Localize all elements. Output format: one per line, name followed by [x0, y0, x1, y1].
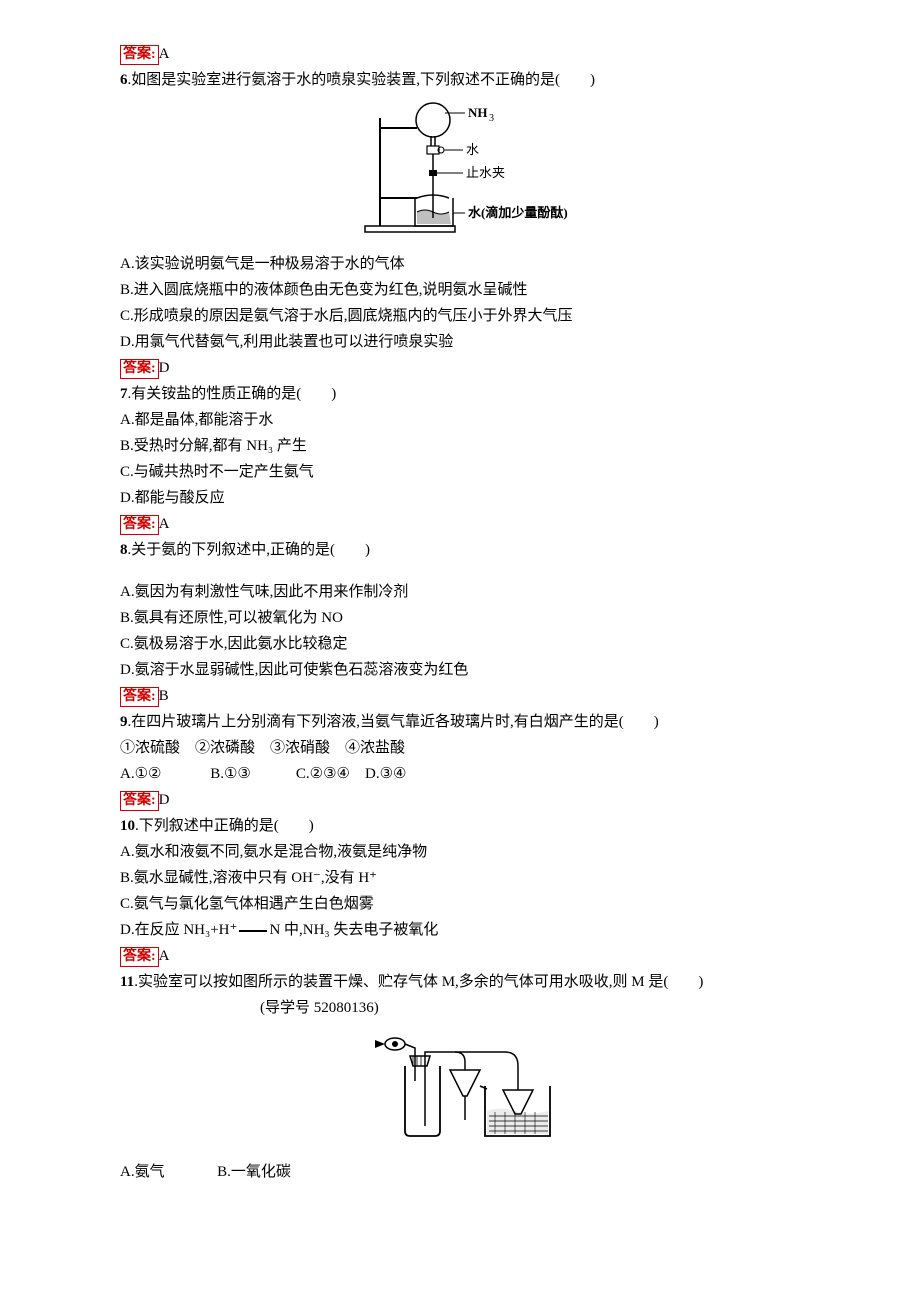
q11-guide: (导学号 52080136) [120, 996, 810, 1020]
q7-stem: 有关铵盐的性质正确的是( ) [131, 386, 336, 402]
q10-optC: C.氨气与氯化氢气体相遇产生白色烟雾 [120, 892, 810, 916]
answer-label: 答案: [120, 359, 159, 379]
svg-text:3: 3 [489, 113, 494, 124]
answer-label: 答案: [120, 947, 159, 967]
q6-number: 6 [120, 72, 128, 88]
q7-answer: A [159, 516, 170, 532]
q7-stem-line: 7.有关铵盐的性质正确的是( ) [120, 382, 810, 406]
q6-answer: D [159, 360, 170, 376]
q9-answer-line: 答案:D [120, 788, 810, 812]
q9-optD: D.③④ [365, 766, 406, 782]
q10-optD-pre: D.在反应 NH₃+H⁺ [120, 922, 237, 938]
q8-optA: A.氨因为有刺激性气味,因此不用来作制冷剂 [120, 580, 810, 604]
q11-stem: 实验室可以按如图所示的装置干燥、贮存气体 M,多余的气体可用水吸收,则 M 是(… [138, 974, 703, 990]
q6-figure: NH 3 水 止水夹 水(滴加少量酚酞) [120, 98, 810, 246]
q10-number: 10 [120, 818, 135, 834]
q9-stem-line: 9.在四片玻璃片上分别滴有下列溶液,当氨气靠近各玻璃片时,有白烟产生的是( ) [120, 710, 810, 734]
q10-stem: 下列叙述中正确的是( ) [139, 818, 314, 834]
q6-stem: 如图是实验室进行氨溶于水的喷泉实验装置,下列叙述不正确的是( ) [131, 72, 595, 88]
q7-optA: A.都是晶体,都能溶于水 [120, 408, 810, 432]
q10-optB: B.氨水显碱性,溶液中只有 OH⁻,没有 H⁺ [120, 866, 810, 890]
svg-text:水(滴加少量酚酞): 水(滴加少量酚酞) [468, 205, 568, 220]
q6-optD: D.用氯气代替氨气,利用此装置也可以进行喷泉实验 [120, 330, 810, 354]
q8-number: 8 [120, 542, 128, 558]
answer-label: 答案: [120, 687, 159, 707]
q8-blank-line [120, 564, 810, 578]
q10-answer-line: 答案:A [120, 944, 810, 968]
q6-stem-line: 6.如图是实验室进行氨溶于水的喷泉实验装置,下列叙述不正确的是( ) [120, 68, 810, 92]
q6-optC: C.形成喷泉的原因是氨气溶于水后,圆底烧瓶内的气压小于外界大气压 [120, 304, 810, 328]
q7-optB: B.受热时分解,都有 NH₃ 产生 [120, 434, 810, 458]
q10-stem-line: 10.下列叙述中正确的是( ) [120, 814, 810, 838]
answer-label: 答案: [120, 791, 159, 811]
q9-optB: B.①③ [210, 766, 251, 782]
q7-optC: C.与碱共热时不一定产生氨气 [120, 460, 810, 484]
answer-label: 答案: [120, 515, 159, 535]
q11-stem-line: 11.实验室可以按如图所示的装置干燥、贮存气体 M,多余的气体可用水吸收,则 M… [120, 970, 810, 994]
q10-optD-post: N 中,NH₃ 失去电子被氧化 [269, 922, 438, 938]
q7-answer-line: 答案:A [120, 512, 810, 536]
q8-stem-line: 8.关于氨的下列叙述中,正确的是( ) [120, 538, 810, 562]
q9-answer: D [159, 792, 170, 808]
q8-optC: C.氨极易溶于水,因此氨水比较稳定 [120, 632, 810, 656]
q9-number: 9 [120, 714, 128, 730]
q11-optB: B.一氧化碳 [217, 1164, 291, 1180]
q11-number: 11 [120, 974, 134, 990]
q8-stem: 关于氨的下列叙述中,正确的是( ) [131, 542, 370, 558]
q7-number: 7 [120, 386, 128, 402]
q9-stem: 在四片玻璃片上分别滴有下列溶液,当氨气靠近各玻璃片时,有白烟产生的是( ) [131, 714, 659, 730]
q9-optC: C.②③④ [296, 766, 350, 782]
q5-answer: A [159, 46, 170, 62]
svg-text:止水夹: 止水夹 [466, 165, 505, 180]
q10-optA: A.氨水和液氨不同,氨水是混合物,液氨是纯净物 [120, 840, 810, 864]
q9-optA: A.①② [120, 766, 161, 782]
q11-optA: A.氨气 [120, 1164, 165, 1180]
q11-figure [120, 1026, 810, 1154]
q9-options-row: A.①② B.①③ C.②③④ D.③④ [120, 762, 810, 786]
q8-answer-line: 答案:B [120, 684, 810, 708]
q8-optD: D.氨溶于水显弱碱性,因此可使紫色石蕊溶液变为红色 [120, 658, 810, 682]
q5-answer-line: 答案:A [120, 42, 810, 66]
q6-answer-line: 答案:D [120, 356, 810, 380]
svg-text:NH: NH [468, 105, 488, 120]
q10-reaction-arrow [239, 930, 267, 932]
q10-optD: D.在反应 NH₃+H⁺ N 中,NH₃ 失去电子被氧化 [120, 918, 810, 942]
q11-options-row: A.氨气 B.一氧化碳 [120, 1160, 810, 1184]
svg-text:水: 水 [466, 142, 479, 157]
q8-answer: B [159, 688, 169, 704]
q7-optD: D.都能与酸反应 [120, 486, 810, 510]
q9-items: ①浓硫酸 ②浓磷酸 ③浓硝酸 ④浓盐酸 [120, 736, 810, 760]
q6-optB: B.进入圆底烧瓶中的液体颜色由无色变为红色,说明氨水呈碱性 [120, 278, 810, 302]
q10-answer: A [159, 948, 170, 964]
q6-optA: A.该实验说明氨气是一种极易溶于水的气体 [120, 252, 810, 276]
q8-optB: B.氨具有还原性,可以被氧化为 NO [120, 606, 810, 630]
answer-label: 答案: [120, 45, 159, 65]
